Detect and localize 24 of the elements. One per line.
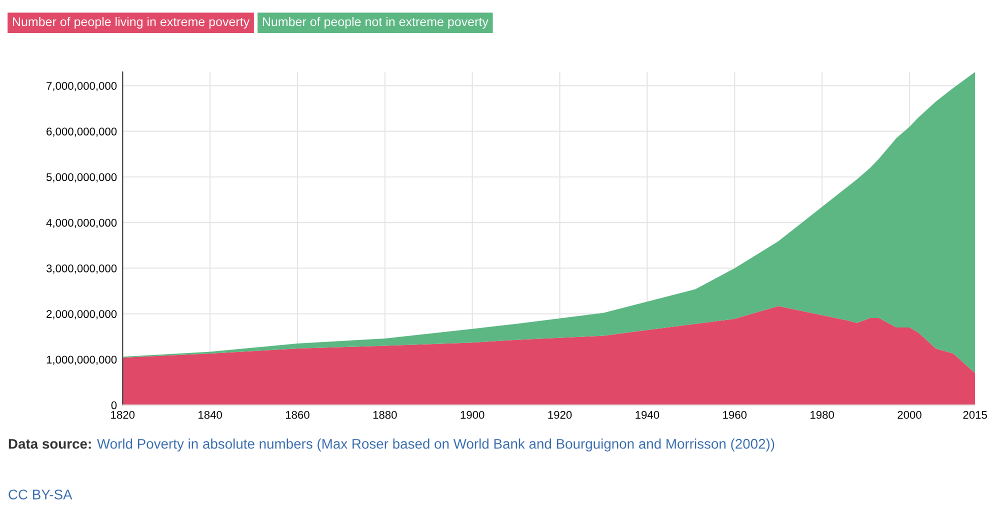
y-tick-label: 5,000,000,000	[46, 173, 117, 182]
x-tick-label: 1880	[373, 410, 397, 419]
x-tick-label: 1900	[460, 410, 484, 419]
text: Number of people not in extreme poverty	[262, 16, 488, 29]
x-tick-label: 1860	[286, 410, 310, 419]
x-tick-label: 1820	[111, 410, 135, 419]
y-tick-label: 7,000,000,000	[46, 82, 117, 92]
y-tick-label: 2,000,000,000	[46, 310, 117, 320]
y-tick-label: 6,000,000,000	[46, 128, 117, 137]
y-tick-label: 1,000,000,000	[46, 356, 117, 365]
text: Number of people living in extreme poverty	[12, 16, 250, 29]
x-tick-label: 2000	[898, 410, 922, 419]
x-tick-label: 1960	[723, 410, 747, 419]
text: CC BY-SA	[8, 490, 72, 500]
y-tick-label: 4,000,000,000	[46, 218, 117, 228]
x-tick-label: 2015	[963, 410, 987, 419]
y-tick-label: 3,000,000,000	[46, 264, 117, 274]
text: World Poverty in absolute numbers (Max Roser based on World Bank and Bourguignon and Morrisson (2002))	[97, 438, 774, 452]
source-note: Data source:	[8, 439, 91, 449]
y-tick-label: 0	[111, 401, 117, 410]
x-tick-label: 1980	[810, 410, 834, 419]
x-tick-label: 1840	[198, 410, 222, 419]
x-tick-label: 1940	[636, 410, 660, 419]
x-tick-label: 1920	[548, 410, 572, 419]
